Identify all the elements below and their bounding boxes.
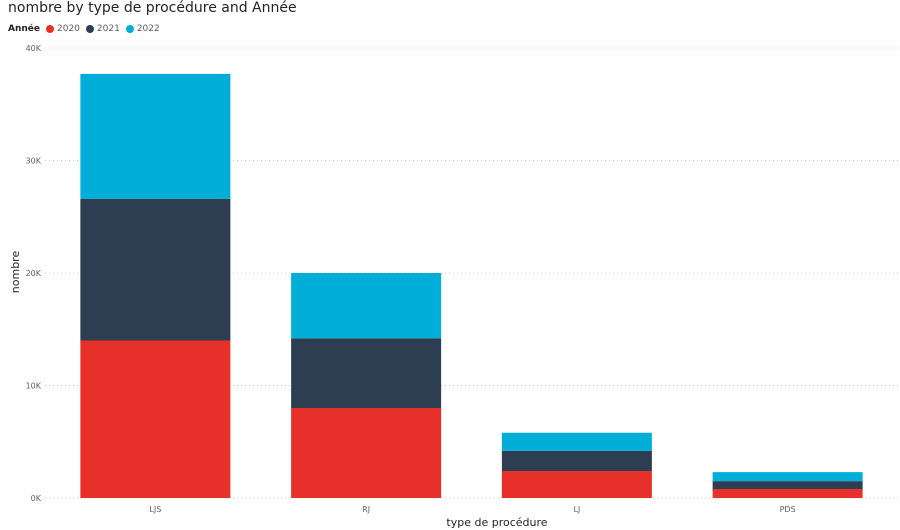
y-tick-label: 40K	[26, 44, 42, 53]
legend-label-2022: 2022	[136, 24, 160, 34]
legend-item-2020[interactable]: 2020	[46, 24, 80, 34]
y-tick-label: 20K	[26, 269, 42, 278]
legend-dot-2022	[125, 25, 134, 33]
legend-item-2021[interactable]: 2021	[85, 24, 120, 34]
y-tick-label: 30K	[26, 157, 42, 166]
bar-lj-2020[interactable]	[501, 471, 652, 498]
bar-lj-2021[interactable]	[501, 450, 652, 471]
bar-lj-2022[interactable]	[501, 432, 652, 451]
legend-dot-2021	[85, 25, 94, 33]
bar-rj-2021[interactable]	[291, 338, 442, 408]
bar-ljs-2021[interactable]	[80, 198, 231, 341]
y-tick-label: 0K	[31, 494, 42, 503]
chart-title: nombre by type de procédure and Année	[8, 0, 297, 16]
legend: Année 2020 2021 2022	[8, 24, 166, 34]
x-axis-title: type de procédure	[446, 516, 547, 529]
x-tick-label-ljs: LJS	[149, 505, 161, 514]
x-tick-label-lj: LJ	[573, 505, 580, 514]
bar-pds-2021[interactable]	[712, 481, 863, 489]
legend-label-2021: 2021	[96, 24, 120, 34]
bar-rj-2022[interactable]	[291, 273, 442, 339]
y-axis-title: nombre	[9, 251, 22, 294]
legend-item-2022[interactable]: 2022	[125, 24, 160, 34]
legend-label-2020: 2020	[57, 24, 80, 34]
bars	[80, 73, 863, 499]
legend-dot-2020	[46, 25, 54, 33]
bar-ljs-2020[interactable]	[80, 340, 231, 499]
x-tick-label-pds: PDS	[780, 505, 796, 514]
x-axis-ticks: LJS RJ LJ PDS	[149, 505, 795, 514]
legend-title: Année	[8, 24, 40, 34]
bar-pds-2022[interactable]	[712, 472, 863, 482]
bar-pds-2020[interactable]	[712, 489, 863, 498]
y-tick-label: 10K	[26, 382, 42, 391]
bar-ljs-2022[interactable]	[80, 73, 231, 199]
y-axis-ticks: 0K 10K 20K 30K 40K	[26, 44, 42, 503]
x-tick-label-rj: RJ	[362, 505, 370, 514]
bar-rj-2020[interactable]	[291, 408, 442, 498]
